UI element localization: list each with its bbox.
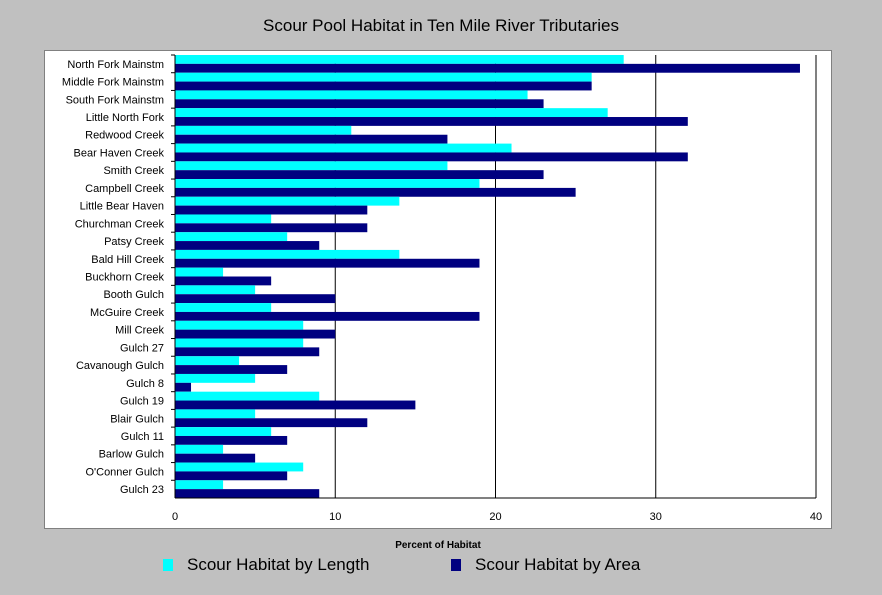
bar-chart: 0 10 20 30 40 North Fork Mainstm Middle Fork M… [62,54,822,523]
category-label-12: Buckhorn Creek [85,272,164,284]
bar-length-1 [175,72,592,82]
bar-length-4 [175,125,352,135]
bar-area-20 [175,418,368,428]
bar-area-0 [175,63,800,73]
category-label-22: Barlow Gulch [99,449,164,461]
bar-length-13 [175,285,256,295]
bar-length-3 [175,108,608,118]
bar-length-17 [175,356,240,366]
x-tick-label-4: 40 [810,511,822,523]
category-label-11: Bald Hill Creek [91,254,164,266]
bar-area-10 [175,241,320,250]
bar-length-15 [175,320,304,330]
bar-length-7 [175,179,480,188]
bar-length-5 [175,143,512,153]
bar-length-18 [175,373,256,383]
category-label-15: Mill Creek [115,325,164,337]
bar-area-9 [175,223,368,233]
legend-label-length: Scour Habitat by Length [187,555,370,574]
bar-length-6 [175,161,448,171]
bar-area-2 [175,99,544,109]
bar-length-12 [175,267,224,277]
bar-length-14 [175,303,272,312]
bar-length-8 [175,196,400,206]
category-label-14: McGuire Creek [90,307,164,319]
bar-area-4 [175,134,448,144]
x-tick-label-1: 10 [329,511,341,523]
bar-length-24 [175,480,224,490]
x-tick-label-2: 20 [489,511,501,523]
bar-area-15 [175,329,336,339]
category-label-4: Redwood Creek [85,130,164,142]
bar-area-18 [175,382,192,392]
category-label-8: Little Bear Haven [80,201,164,213]
category-label-23: O'Conner Gulch [85,466,164,478]
category-label-17: Cavanough Gulch [76,360,164,372]
x-axis-label: Percent of Habitat [395,540,481,551]
bar-area-22 [175,453,256,463]
bar-length-11 [175,249,400,259]
category-label-13: Booth Gulch [103,289,164,301]
bar-area-1 [175,81,592,91]
category-label-20: Blair Gulch [110,413,164,425]
bar-length-23 [175,462,304,472]
category-label-19: Gulch 19 [120,396,164,408]
bar-area-7 [175,187,576,197]
legend-swatch-length [163,559,173,571]
bar-area-5 [175,152,688,162]
category-label-10: Patsy Creek [104,236,164,248]
chart-title: Scour Pool Habitat in Ten Mile River Tri… [263,16,619,35]
bar-length-0 [175,55,624,64]
category-label-3: Little North Fork [86,112,165,124]
bar-area-8 [175,205,368,215]
bar-area-23 [175,471,288,481]
category-label-1: Middle Fork Mainstm [62,77,164,89]
bar-area-14 [175,311,480,321]
bar-area-12 [175,276,272,286]
bar-length-10 [175,232,288,242]
category-label-7: Campbell Creek [85,183,164,195]
bar-area-13 [175,294,336,304]
legend-label-area: Scour Habitat by Area [475,555,641,574]
bar-length-21 [175,427,272,436]
category-label-6: Smith Creek [103,165,164,177]
category-label-5: Bear Haven Creek [74,147,165,159]
bar-length-9 [175,214,272,224]
legend-item-area: Scour Habitat by Area [451,555,640,575]
bar-area-3 [175,117,688,126]
category-label-18: Gulch 8 [126,378,164,390]
bar-area-19 [175,400,416,410]
category-label-16: Gulch 27 [120,342,164,354]
legend-item-length: Scour Habitat by Length [163,555,369,575]
bar-area-16 [175,347,320,357]
bar-area-6 [175,170,544,180]
x-tick-label-3: 30 [650,511,662,523]
bar-length-22 [175,444,224,454]
legend-swatch-area [451,559,461,571]
bar-area-21 [175,435,288,445]
plot-area: 0 10 20 30 40 North Fork Mainstm Middle Fork M… [44,50,832,529]
bar-length-20 [175,409,256,419]
bar-length-2 [175,90,528,100]
category-label-24: Gulch 23 [120,484,164,496]
category-label-0: North Fork Mainstm [67,59,164,71]
category-label-2: South Fork Mainstm [66,94,164,106]
bar-length-16 [175,338,304,348]
bar-area-17 [175,365,288,374]
bar-length-19 [175,391,320,401]
bar-area-24 [175,489,320,498]
category-label-9: Churchman Creek [75,218,165,230]
category-label-21: Gulch 11 [121,431,164,443]
bar-area-11 [175,258,480,268]
x-tick-label-0: 0 [172,511,178,523]
